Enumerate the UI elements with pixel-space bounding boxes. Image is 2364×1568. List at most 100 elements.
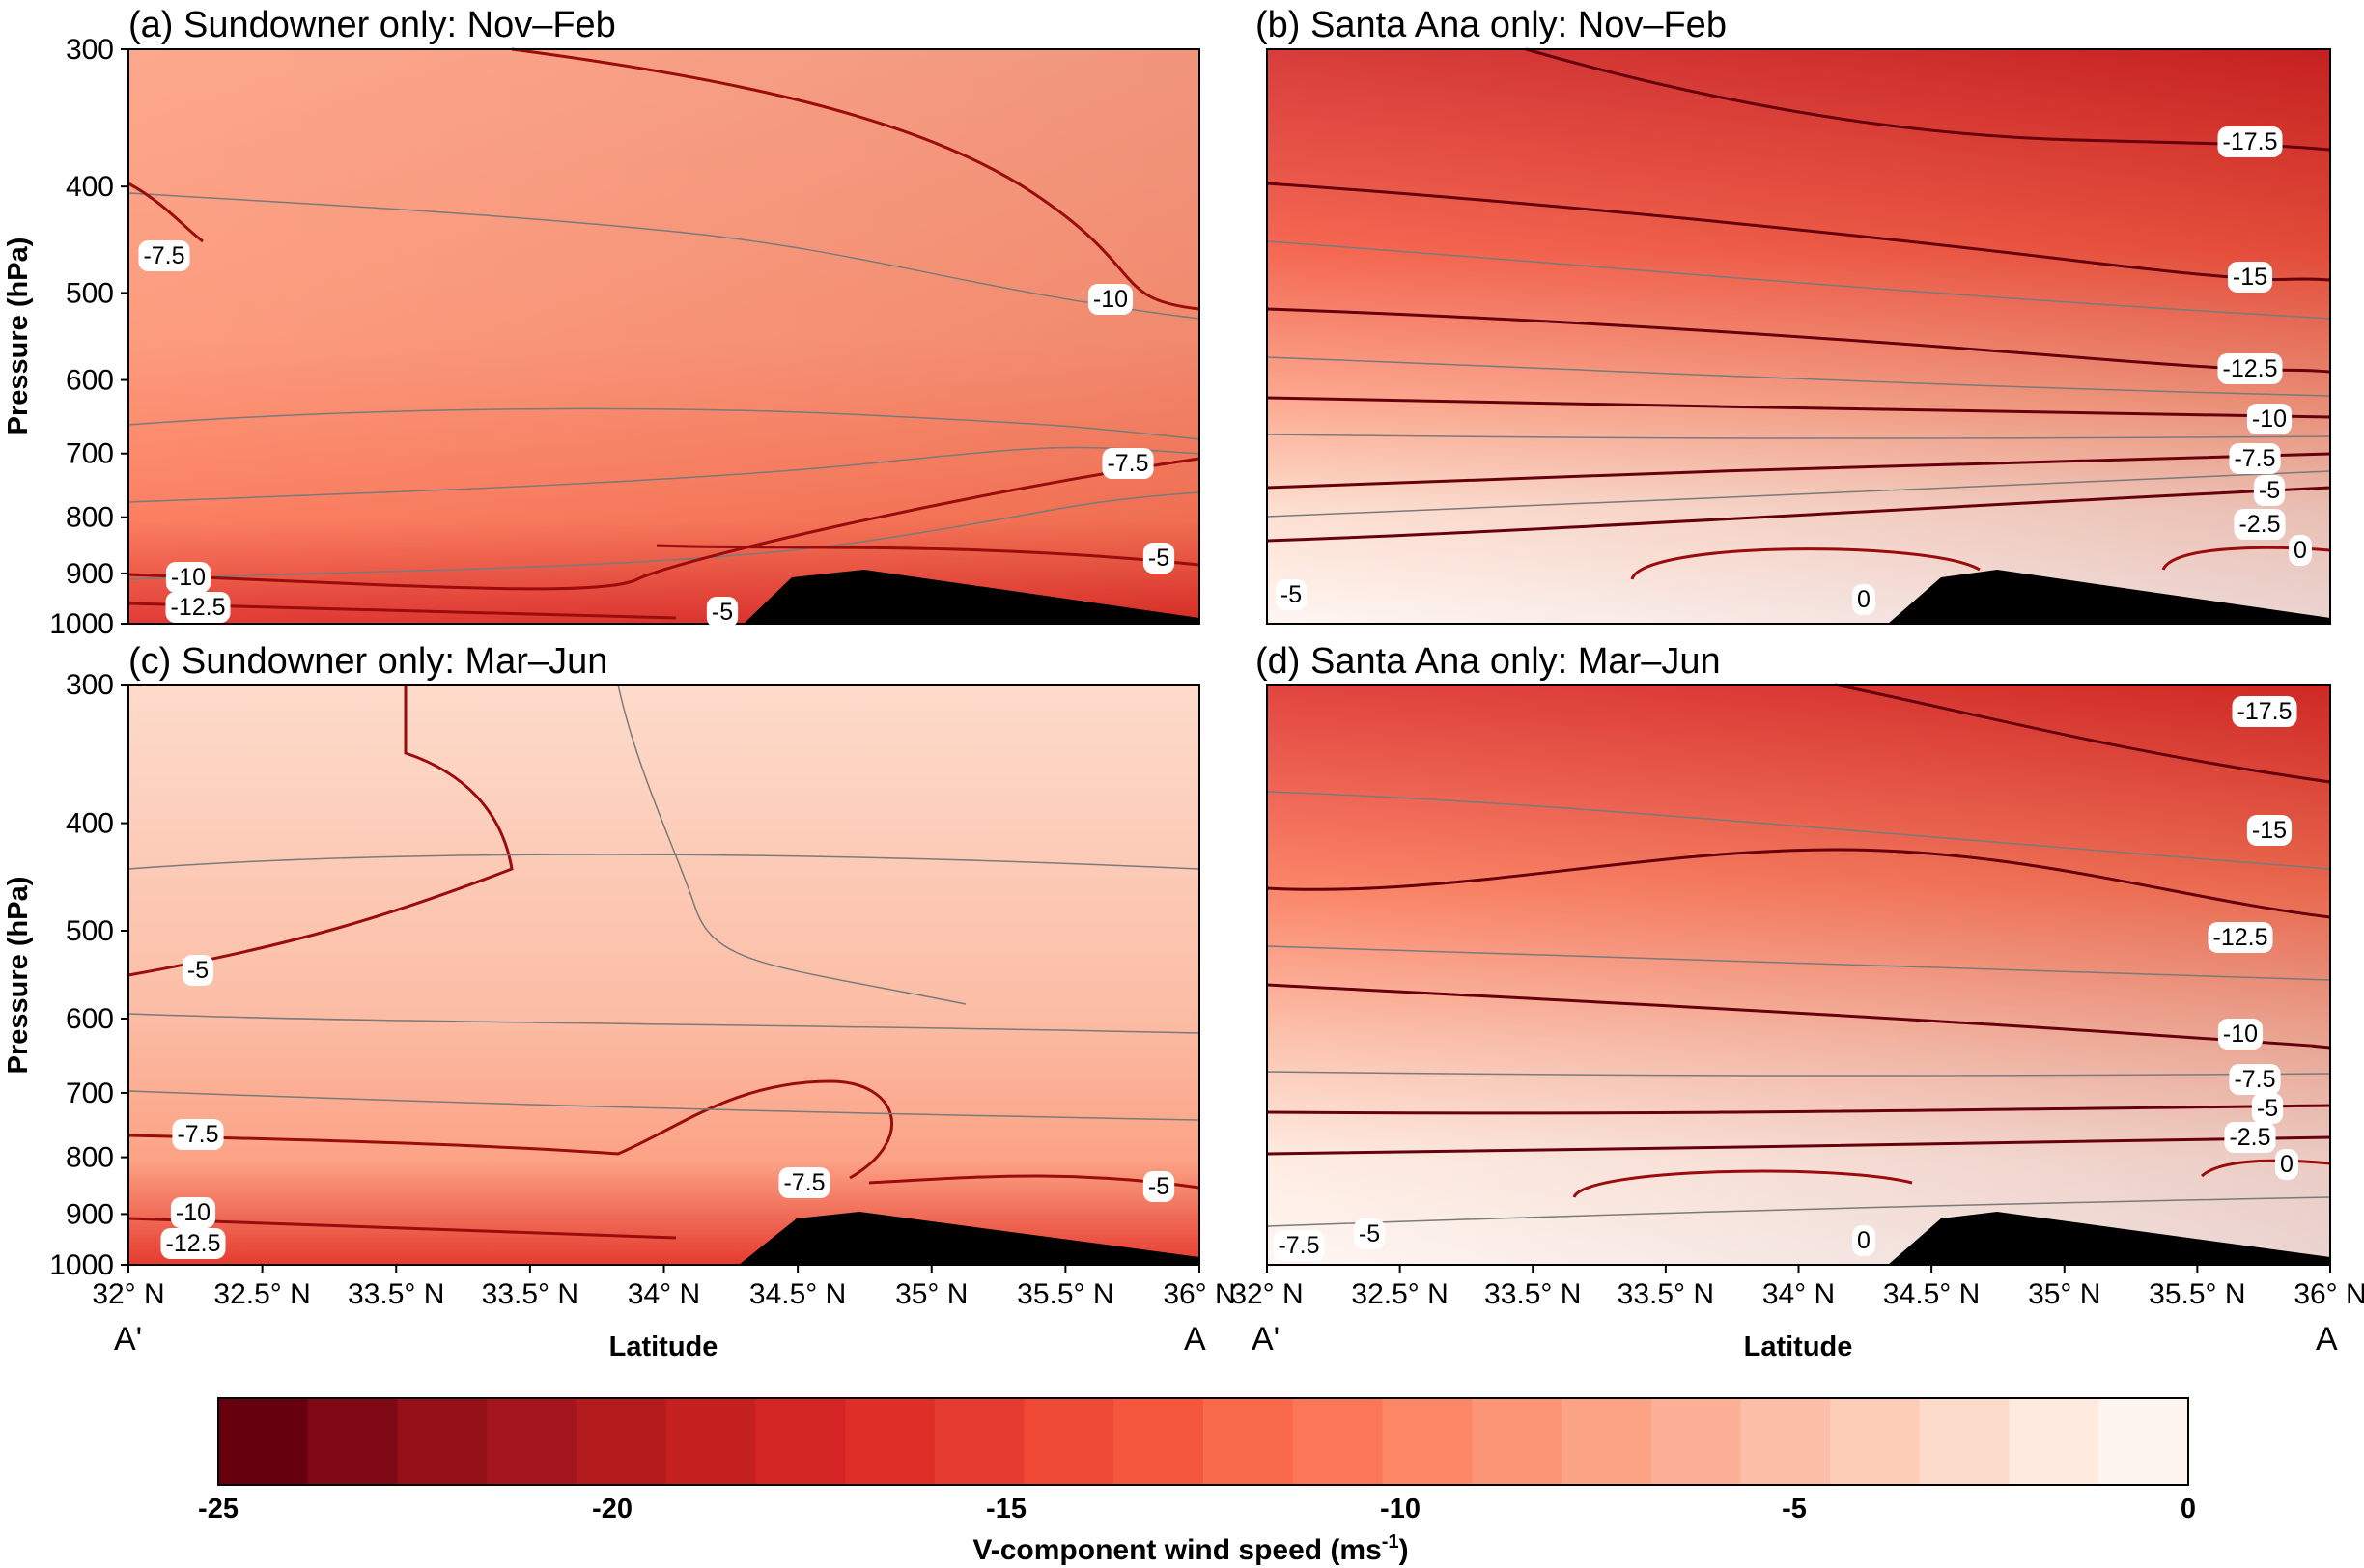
colorbar-swatch: [1203, 1398, 1294, 1485]
panel-c: (c) Sundowner only: Mar–Jun -5 -7.5 -7.5…: [127, 641, 1200, 1266]
x-tick-label: 32.5° N: [1351, 1278, 1448, 1310]
panel-b-terrain: [1888, 570, 2330, 624]
panel-c-field: [128, 685, 1199, 1265]
panel-d-clabel: -10: [2223, 1021, 2258, 1048]
panel-d-clabel: 0: [2280, 1151, 2294, 1178]
y-tick-label: 600: [66, 365, 114, 397]
y-tick-label: 900: [66, 1198, 114, 1230]
contour-label-halo: [778, 1167, 830, 1198]
contour-label-halo: [1102, 448, 1154, 479]
panel-d-contour-thin: [1266, 791, 2331, 870]
panel-c-clabel: -12.5: [166, 1230, 221, 1257]
contour-label-halo: [2234, 509, 2286, 540]
panel-b-contours: [1266, 47, 2331, 580]
colorbar: [217, 1397, 2189, 1486]
panel-c-contour-thin: [617, 684, 967, 1005]
x-tick-label: 32° N: [1230, 1278, 1303, 1310]
panel-d-contour-thick: [2200, 1159, 2331, 1178]
colorbar-tick-label: -25: [198, 1494, 239, 1525]
colorbar-tick-label: -20: [592, 1494, 633, 1525]
panel-d-clabel: -5: [2257, 1095, 2278, 1122]
panel-d: (d) Santa Ana only: Mar–Jun -17.5 -15 -1…: [1255, 641, 2331, 1266]
panel-c-clabel: -5: [187, 957, 209, 984]
colorbar-title-close: ): [1399, 1534, 1409, 1566]
panel-d-contour-labels: -17.5 -15 -12.5 -10 -7.5 -5 -2.5 0 -7.5 …: [1273, 696, 2298, 1261]
colorbar-swatch: [755, 1398, 846, 1485]
panel-c-clabel: -5: [1148, 1173, 1169, 1200]
x-tick-label: 33.5° N: [1484, 1278, 1581, 1310]
panel-a-contour-thin: [127, 491, 1200, 580]
y-tick-label: 400: [66, 808, 114, 840]
panel-d-contours: [1266, 683, 2331, 1227]
panel-c-clabel: -7.5: [177, 1121, 218, 1148]
y-tick-label: 300: [66, 34, 114, 66]
panel-d-contour-thin: [1266, 1071, 2331, 1077]
x-tick-label: 36° N: [1163, 1278, 1235, 1310]
panel-b-clabel: -12.5: [2223, 355, 2278, 382]
colorbar-swatch: [1472, 1398, 1562, 1485]
y-tick-label: 1000: [49, 1249, 114, 1281]
panel-d-clabel: -7.5: [1278, 1232, 1319, 1259]
colorbar-ticks: -25 -20 -15 -10 -5 0: [198, 1494, 2196, 1525]
panel-a-contour-thick: [511, 47, 1200, 311]
colorbar-frame: [217, 1397, 2189, 1486]
panel-a-terrain: [744, 570, 1199, 624]
colorbar-swatch: [1024, 1398, 1114, 1485]
contour-label-halo: [170, 1197, 216, 1228]
panel-b-clabel: -10: [2252, 406, 2287, 433]
panel-b-clabel: -15: [2233, 264, 2267, 291]
panel-b-contour-thick: [1266, 486, 2331, 543]
y-axis-label-bottom: Pressure (hPa): [3, 877, 34, 1075]
panel-d-contour-thick: [1572, 1169, 1913, 1198]
colorbar-swatch: [1740, 1398, 1831, 1485]
contour-label-halo: [2229, 1064, 2281, 1095]
colorbar-title-exponent: -1: [1382, 1531, 1399, 1553]
panel-a-clabel: -10: [171, 564, 206, 591]
panel-d-contour-thick: [1266, 1104, 2331, 1115]
contour-label-halo: [2229, 443, 2281, 474]
panel-c-clabel: -10: [176, 1199, 211, 1226]
contour-label-halo: [1273, 1230, 1325, 1261]
panel-d-terrain: [1888, 1212, 2330, 1265]
panel-b-clabel: 0: [1857, 586, 1871, 613]
panel-b-contour-thick: [1266, 452, 2331, 490]
panel-d-contour-thin: [1266, 1196, 2331, 1227]
panel-a-contour-thin: [127, 192, 1200, 320]
panel-b-contour-thick: [1266, 396, 2331, 419]
panel-a-contour-thick: [656, 544, 1200, 567]
panel-d-contour-thick: [1266, 1135, 2331, 1156]
panel-b-title: (b) Santa Ana only: Nov–Feb: [1255, 5, 1727, 45]
contour-label-halo: [2217, 1019, 2264, 1050]
panel-b-contour-thin: [1266, 470, 2331, 518]
colorbar-swatch: [218, 1398, 309, 1485]
y-tick-label: 500: [66, 915, 114, 947]
contour-label-halo: [1142, 1171, 1175, 1202]
panel-b-contour-thin: [1266, 240, 2331, 320]
panel-d-title: (d) Santa Ana only: Mar–Jun: [1255, 641, 1721, 682]
panel-c-contour-thin: [127, 1013, 1200, 1034]
contour-label-halo: [2217, 126, 2283, 157]
panel-a-title: (a) Sundowner only: Nov–Feb: [128, 5, 616, 45]
panel-a-clabel: -7.5: [1107, 450, 1148, 477]
x-tick-label: 32° N: [92, 1278, 164, 1310]
x-tick-label: 35° N: [895, 1278, 968, 1310]
contour-label-halo: [160, 1228, 226, 1259]
panel-d-contour-thick: [1266, 983, 2331, 1050]
y-tick-label: 900: [66, 558, 114, 590]
y-tick-label: 500: [66, 277, 114, 309]
panel-b-clabel: -2.5: [2238, 511, 2280, 538]
colorbar-swatch: [934, 1398, 1026, 1485]
colorbar-swatch: [2009, 1398, 2099, 1485]
y-axis-panel-a: 300 400 500 600 700 800 900 1000: [49, 34, 128, 640]
panel-b-contour-thin: [1266, 434, 2331, 439]
colorbar-swatch: [1382, 1398, 1473, 1485]
colorbar-swatch: [307, 1398, 398, 1485]
panel-a-clabel: -5: [712, 599, 733, 626]
x-axis-start-label-left: A': [114, 1321, 142, 1358]
x-axis-label-left: Latitude: [609, 1331, 718, 1362]
panel-b-frame: [1266, 48, 2331, 625]
colorbar-tick-label: -15: [986, 1494, 1027, 1525]
x-tick-label: 33.5° N: [482, 1278, 578, 1310]
colorbar-swatch: [665, 1398, 756, 1485]
